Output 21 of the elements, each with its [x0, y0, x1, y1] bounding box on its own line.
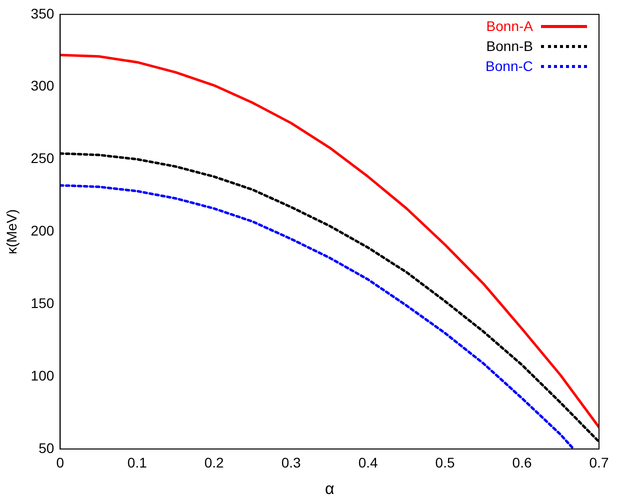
legend-label: Bonn-C: [486, 58, 533, 74]
y-tick-label: 300: [30, 78, 54, 94]
x-tick-label: 0.2: [204, 454, 224, 470]
x-tick-label: 0.6: [512, 454, 532, 470]
legend-label: Bonn-B: [486, 38, 533, 54]
y-tick-label: 100: [30, 367, 54, 384]
y-tick-label: 200: [30, 222, 54, 239]
legend-label: Bonn-A: [486, 18, 533, 34]
x-tick-label: 0.7: [589, 454, 609, 470]
y-tick-label: 50: [38, 440, 54, 456]
y-tick-label: 250: [30, 150, 54, 166]
x-axis-title: α: [324, 480, 334, 498]
x-tick-label: 0: [56, 454, 64, 470]
x-tick-label: 0.1: [127, 454, 148, 470]
x-tick-label: 0.3: [281, 454, 302, 470]
y-tick-label: 150: [30, 294, 54, 311]
x-tick-label: 0.5: [435, 454, 455, 470]
y-tick-label: 350: [30, 5, 54, 22]
y-axis-title: κ(MeV): [3, 209, 20, 254]
x-tick-label: 0.4: [358, 454, 378, 470]
line-series: [60, 184, 575, 449]
